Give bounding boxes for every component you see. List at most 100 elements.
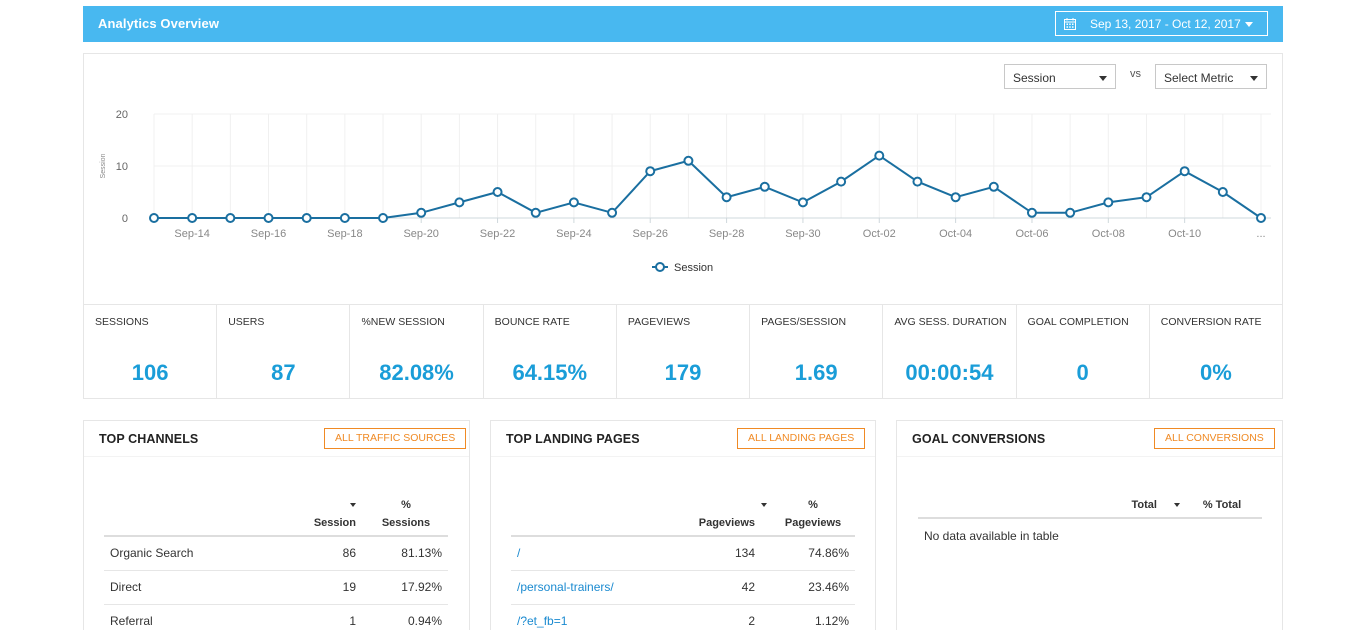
row-count: 86 <box>279 536 364 571</box>
x-tick-label: Oct-10 <box>1168 228 1201 240</box>
x-tick-label: Oct-04 <box>939 228 972 240</box>
stat-label: %NEW SESSION <box>361 316 445 328</box>
row-percent: 17.92% <box>364 570 448 605</box>
row-percent: 1.12% <box>771 604 855 630</box>
x-tick-label: Sep-18 <box>327 228 362 240</box>
table-row: Direct 19 17.92% <box>104 570 448 605</box>
table-row: Referral 1 0.94% <box>104 604 448 630</box>
data-point[interactable] <box>874 150 885 161</box>
column-header-percent-pageviews[interactable]: % Pageviews <box>771 499 855 537</box>
data-point[interactable] <box>263 213 274 223</box>
column-header-pageviews[interactable]: Pageviews <box>671 499 771 537</box>
data-point[interactable] <box>912 176 923 187</box>
x-tick-label: Sep-22 <box>480 228 515 240</box>
data-point[interactable] <box>568 197 579 208</box>
channel-name: Direct <box>104 570 279 605</box>
data-point[interactable] <box>721 192 732 203</box>
calendar-icon <box>1064 17 1076 30</box>
all-conversions-button[interactable]: ALL CONVERSIONS <box>1154 428 1275 449</box>
legend-item-session[interactable]: Session <box>674 262 713 274</box>
data-point[interactable] <box>950 192 961 203</box>
data-point[interactable] <box>645 166 656 177</box>
all-landing-pages-button[interactable]: ALL LANDING PAGES <box>737 428 866 449</box>
data-point[interactable] <box>454 197 465 208</box>
chevron-down-icon <box>1099 76 1107 81</box>
column-header-page <box>511 499 671 537</box>
table-row[interactable]: /personal-trainers/42 23.46% <box>511 570 855 605</box>
series-line-session <box>154 154 1262 219</box>
row-percent: 0.94% <box>364 604 448 630</box>
data-point[interactable] <box>416 207 427 218</box>
stat-tile: CONVERSION RATE 0% <box>1150 305 1282 398</box>
table-row[interactable]: /134 74.86% <box>511 536 855 571</box>
chevron-down-icon <box>1250 76 1258 81</box>
goal-conversions-header: GOAL CONVERSIONS ALL CONVERSIONS <box>897 421 1282 457</box>
chevron-down-icon <box>1245 22 1253 27</box>
column-header-session[interactable]: Session <box>279 499 364 537</box>
data-point[interactable] <box>187 213 198 223</box>
metric-select-primary[interactable]: Session <box>1004 64 1116 89</box>
data-point[interactable] <box>1217 187 1228 197</box>
data-point[interactable] <box>492 187 503 197</box>
date-range-picker[interactable]: Sep 13, 2017 - Oct 12, 2017 <box>1055 11 1268 36</box>
metric-select-primary-value: Session <box>1013 71 1056 85</box>
stat-tile: %NEW SESSION 82.08% <box>350 305 484 398</box>
row-count: 42 <box>671 570 771 605</box>
column-header-name <box>104 499 279 537</box>
stat-value: 106 <box>131 360 169 385</box>
stat-label: BOUNCE RATE <box>494 316 570 328</box>
metric-select-compare-value: Select Metric <box>1164 71 1234 85</box>
x-tick-label: Oct-02 <box>863 228 896 240</box>
x-tick-label: ... <box>1256 228 1265 240</box>
data-point[interactable] <box>683 155 694 166</box>
data-point[interactable] <box>339 213 350 223</box>
stat-value: 82.08% <box>379 360 454 385</box>
top-landing-pages-title: TOP LANDING PAGES <box>506 432 640 446</box>
top-landing-pages-header: TOP LANDING PAGES ALL LANDING PAGES <box>491 421 875 457</box>
sort-desc-icon <box>1174 503 1180 508</box>
goal-conversions-card: GOAL CONVERSIONS ALL CONVERSIONS Total %… <box>896 420 1283 630</box>
all-traffic-sources-button[interactable]: ALL TRAFFIC SOURCES <box>324 428 467 449</box>
x-tick-label: Sep-16 <box>251 228 286 240</box>
data-point[interactable] <box>797 197 808 208</box>
stat-value: 0 <box>1076 360 1089 385</box>
landing-page-link[interactable]: / <box>511 536 671 571</box>
column-header-percent-sessions[interactable]: % Sessions <box>364 499 448 537</box>
column-header-percent-total[interactable]: % Total <box>1182 499 1262 519</box>
top-channels-header: TOP CHANNELS ALL TRAFFIC SOURCES <box>84 421 469 457</box>
data-point[interactable] <box>1026 207 1037 218</box>
data-point[interactable] <box>1065 207 1076 218</box>
data-point[interactable] <box>1103 197 1114 208</box>
data-point[interactable] <box>759 181 770 192</box>
stat-label: SESSIONS <box>95 316 149 328</box>
landing-page-link[interactable]: /?et_fb=1 <box>511 604 671 630</box>
x-tick-label: Sep-30 <box>785 228 820 240</box>
empty-table-message: No data available in table <box>924 528 1059 543</box>
data-point[interactable] <box>607 207 618 218</box>
data-point[interactable] <box>301 213 312 223</box>
stat-value: 64.15% <box>512 360 588 385</box>
data-point[interactable] <box>378 213 389 223</box>
data-point[interactable] <box>1141 192 1152 203</box>
x-tick-label: Oct-08 <box>1092 228 1125 240</box>
data-point[interactable] <box>530 207 541 218</box>
x-tick-label: Sep-14 <box>174 228 209 240</box>
stat-tile: AVG SESS. DURATION 00:00:54 <box>883 305 1017 398</box>
stat-tile: PAGES/SESSION 1.69 <box>750 305 884 398</box>
data-point[interactable] <box>988 181 999 192</box>
y-tick-label: 20 <box>116 109 128 121</box>
data-point[interactable] <box>225 213 236 223</box>
data-point[interactable] <box>1179 166 1190 177</box>
metric-select-compare[interactable]: Select Metric <box>1155 64 1267 89</box>
stat-tile: SESSIONS 106 <box>84 305 218 398</box>
column-header-total[interactable]: Total <box>1098 499 1182 519</box>
x-tick-label: Sep-28 <box>709 228 744 240</box>
y-tick-label: 0 <box>122 213 128 225</box>
channel-name: Referral <box>104 604 279 630</box>
table-row[interactable]: /?et_fb=1 2 1.12% <box>511 604 855 630</box>
landing-page-link[interactable]: /personal-trainers/ <box>511 570 671 605</box>
data-point[interactable] <box>836 176 847 187</box>
data-point[interactable] <box>149 213 159 223</box>
data-point[interactable] <box>1256 213 1266 223</box>
x-tick-label: Sep-26 <box>632 228 667 240</box>
